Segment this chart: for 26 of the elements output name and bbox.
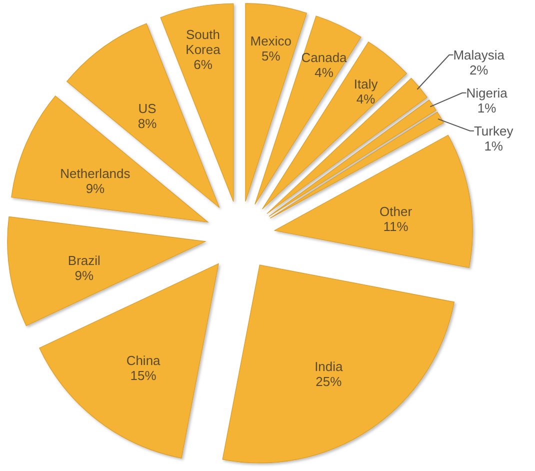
slice-label: Italy bbox=[354, 76, 378, 92]
slice-label: Brazil bbox=[68, 253, 101, 268]
slice-label: Canada bbox=[301, 50, 348, 65]
data-label: 4% bbox=[356, 91, 376, 106]
data-label: 5% bbox=[261, 48, 281, 64]
data-label: 25% bbox=[316, 374, 342, 389]
slice-label: Turkey bbox=[474, 123, 514, 138]
data-label: 1% bbox=[484, 138, 504, 154]
slice-label: China bbox=[126, 353, 162, 368]
data-label: 4% bbox=[314, 64, 334, 80]
data-label: 11% bbox=[383, 218, 409, 234]
slice-label: South Korea bbox=[186, 27, 222, 58]
data-label: 9% bbox=[86, 180, 106, 196]
data-label: 8% bbox=[138, 116, 158, 131]
slice-label: India bbox=[314, 358, 344, 374]
data-label: 15% bbox=[130, 368, 157, 384]
data-label: 1% bbox=[477, 100, 497, 116]
data-label: 9% bbox=[74, 268, 94, 284]
data-label: 6% bbox=[194, 57, 213, 72]
slice-label: Netherlands bbox=[60, 166, 131, 181]
slice-label: Other bbox=[380, 204, 413, 219]
slice-label: US bbox=[138, 100, 157, 116]
data-label: 2% bbox=[469, 62, 489, 78]
slice-label: Nigeria bbox=[466, 85, 508, 100]
slice-label: Malaysia bbox=[453, 47, 506, 62]
slice-label: Mexico bbox=[250, 34, 292, 49]
